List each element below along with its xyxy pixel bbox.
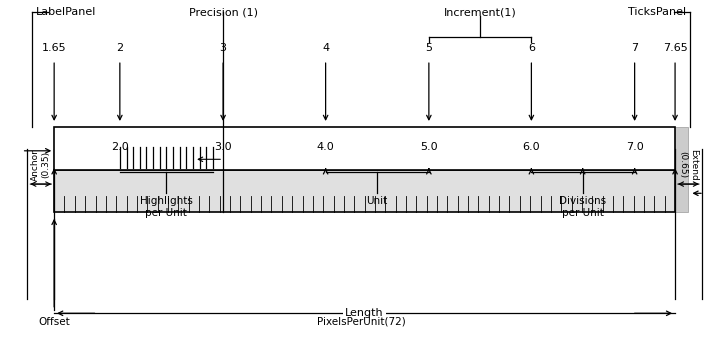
Text: Precision (1): Precision (1) (188, 7, 258, 17)
Text: 4: 4 (322, 43, 329, 53)
Text: 7.0: 7.0 (626, 142, 643, 152)
Text: Offset: Offset (38, 317, 70, 327)
Text: 7.65: 7.65 (663, 43, 687, 53)
Bar (54, 127, 675, 170)
Text: 5.0: 5.0 (420, 142, 438, 152)
Text: 5: 5 (425, 43, 432, 53)
Text: LabelPanel: LabelPanel (36, 7, 97, 17)
Text: Unit: Unit (367, 196, 388, 206)
Text: 3: 3 (219, 43, 227, 53)
Text: 2.0: 2.0 (111, 142, 129, 152)
Text: TicksPanel: TicksPanel (627, 7, 686, 17)
Text: 2: 2 (116, 43, 123, 53)
Text: Extend
(0.65): Extend (0.65) (679, 149, 698, 181)
Text: Divisions
per Unit: Divisions per Unit (559, 196, 606, 218)
Text: Anchor
(0.35): Anchor (0.35) (31, 149, 51, 181)
Bar (54, 170, 675, 212)
Text: Increment(1): Increment(1) (444, 7, 516, 17)
Text: 3.0: 3.0 (214, 142, 232, 152)
Text: Highlights
per Unit: Highlights per Unit (140, 196, 193, 218)
Text: 7: 7 (631, 43, 638, 53)
Text: 6.0: 6.0 (523, 142, 540, 152)
Text: 6: 6 (528, 43, 535, 53)
Text: 1.65: 1.65 (42, 43, 66, 53)
Text: PixelsPerUnit(72): PixelsPerUnit(72) (317, 317, 405, 327)
Bar (675, 127, 688, 212)
Text: 4.0: 4.0 (317, 142, 334, 152)
Text: Length: Length (345, 308, 384, 318)
